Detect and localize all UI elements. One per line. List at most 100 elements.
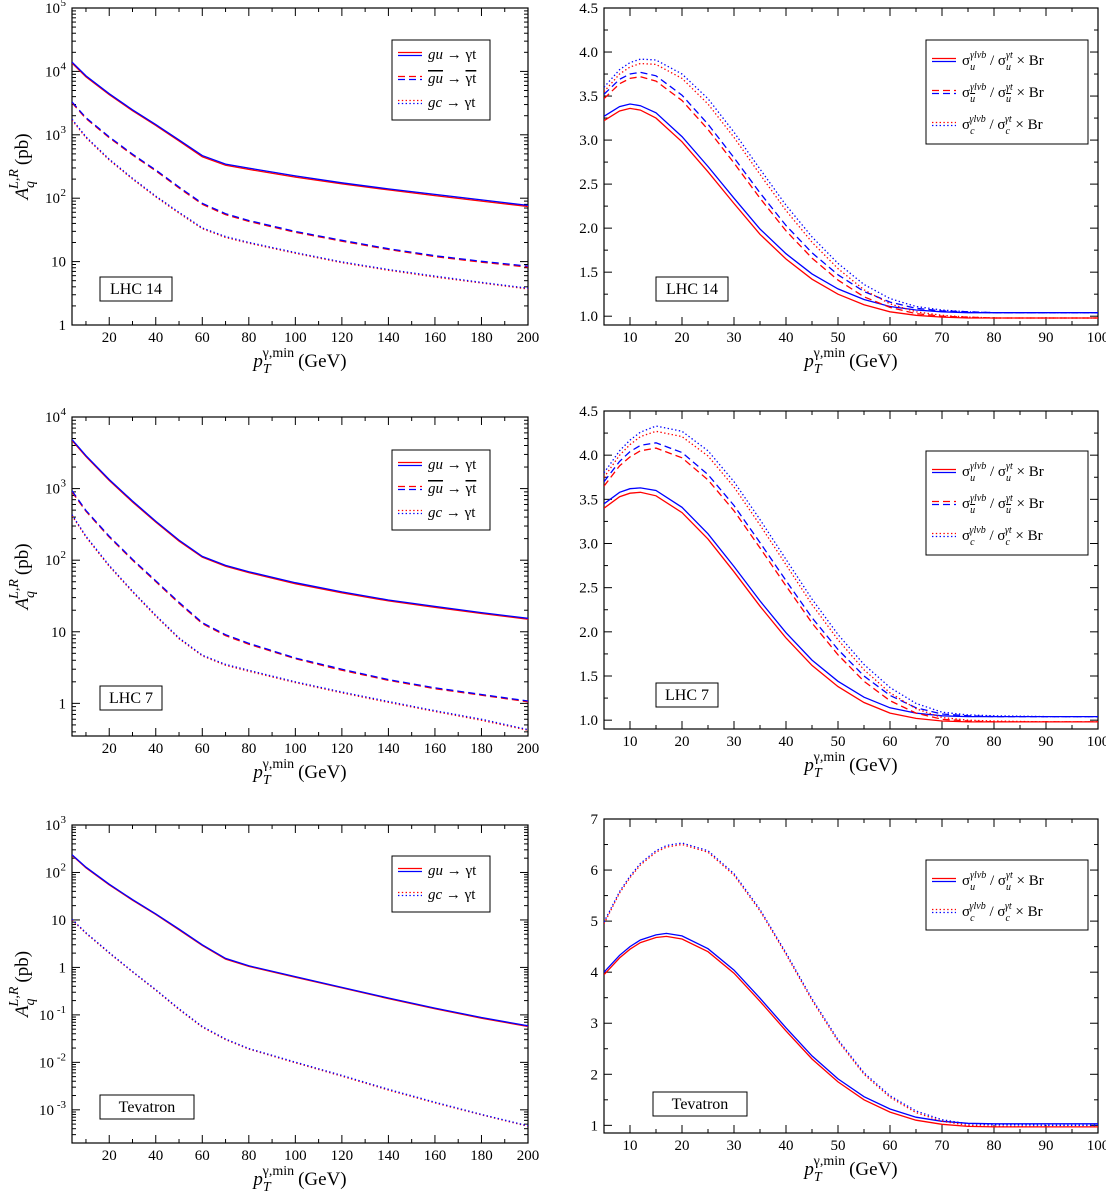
x-tick-label: 60 [195, 330, 210, 346]
y-tick-label: 3.5 [579, 89, 598, 105]
panel-tag: LHC 14 [666, 281, 718, 298]
x-tick-label: 180 [470, 330, 493, 346]
x-tick-label: 60 [883, 734, 898, 750]
legend-entry: gu → γt [428, 47, 477, 63]
y-tick-exponent: 3 [61, 814, 67, 826]
y-tick-label: 10 [45, 128, 60, 144]
x-tick-label: 20 [675, 1138, 690, 1154]
y-tick-label: 10 [51, 913, 66, 929]
x-tick-label: 50 [831, 734, 846, 750]
y-tick-exponent: -3 [57, 1099, 67, 1111]
x-tick-label: 90 [1039, 330, 1054, 346]
x-tick-label: 10 [623, 330, 638, 346]
y-tick-label: 4.5 [579, 404, 598, 420]
x-tick-label: 90 [1039, 734, 1054, 750]
y-tick-label: 1 [59, 960, 67, 976]
legend-entry: gu → γt [428, 481, 477, 497]
y-tick-label: 10 [51, 255, 66, 271]
x-tick-label: 30 [727, 1138, 742, 1154]
y-tick-exponent: 2 [61, 187, 67, 199]
x-tick-label: 10 [623, 734, 638, 750]
y-axis-label: AqL,R(pb) [7, 543, 38, 611]
x-tick-label: 180 [470, 741, 493, 757]
y-tick-label: 6 [591, 863, 599, 879]
x-axis-label: pTγ,min(GeV) [251, 757, 346, 788]
panel-tag: Tevatron [672, 1096, 729, 1113]
y-tick-exponent: -2 [57, 1051, 66, 1063]
y-tick-label: 2.0 [579, 221, 598, 237]
x-tick-label: 200 [517, 1148, 540, 1164]
x-tick-label: 40 [779, 734, 794, 750]
x-tick-label: 160 [424, 741, 447, 757]
x-tick-label: 120 [331, 1148, 354, 1164]
x-tick-label: 80 [987, 1138, 1002, 1154]
x-tick-label: 60 [883, 330, 898, 346]
y-tick-label: 2.5 [579, 177, 598, 193]
y-tick-label: 2.0 [579, 625, 598, 641]
x-tick-label: 70 [935, 1138, 950, 1154]
panel-tag: LHC 14 [110, 281, 162, 298]
y-tick-label: 10 [39, 1055, 54, 1071]
y-tick-label: 10 [39, 1008, 54, 1024]
y-tick-label: 2 [591, 1067, 599, 1083]
y-tick-label: 3 [591, 1016, 599, 1032]
y-tick-label: 1.5 [579, 669, 598, 685]
y-tick-label: 1 [59, 696, 67, 712]
x-tick-label: 30 [727, 330, 742, 346]
x-tick-label: 80 [987, 330, 1002, 346]
y-tick-label: 1.0 [579, 713, 598, 729]
x-tick-label: 70 [935, 330, 950, 346]
y-tick-label: 5 [591, 914, 599, 930]
x-tick-label: 20 [102, 1148, 117, 1164]
y-tick-label: 10 [45, 410, 60, 426]
x-tick-label: 40 [148, 1148, 163, 1164]
x-tick-label: 100 [284, 741, 307, 757]
y-tick-exponent: 2 [61, 549, 67, 561]
x-tick-label: 20 [675, 330, 690, 346]
y-tick-label: 10 [51, 625, 66, 641]
y-axis-label: AqL,R(pb) [7, 133, 38, 201]
series-line-dotted-red [72, 120, 528, 289]
y-tick-label: 10 [45, 1, 60, 17]
x-tick-label: 180 [470, 1148, 493, 1164]
x-axis-label: pTγ,min(GeV) [802, 750, 897, 781]
x-tick-label: 100 [284, 1148, 307, 1164]
x-tick-label: 160 [424, 1148, 447, 1164]
x-tick-label: 80 [987, 734, 1002, 750]
x-tick-label: 140 [377, 330, 400, 346]
x-tick-label: 40 [779, 330, 794, 346]
y-tick-label: 4.0 [579, 448, 598, 464]
y-tick-exponent: 2 [61, 861, 67, 873]
x-tick-label: 200 [517, 330, 540, 346]
y-tick-label: 10 [39, 1103, 54, 1119]
panel-tag: LHC 7 [109, 690, 153, 707]
x-tick-label: 200 [517, 741, 540, 757]
y-tick-label: 1 [591, 1118, 599, 1134]
legend-entry: gu → γt [428, 71, 477, 87]
x-tick-label: 50 [831, 1138, 846, 1154]
x-tick-label: 30 [727, 734, 742, 750]
legend-entry: gu → γt [428, 457, 477, 473]
y-tick-exponent: 3 [61, 124, 67, 136]
y-tick-label: 3.5 [579, 492, 598, 508]
y-tick-exponent: 3 [61, 478, 67, 490]
x-tick-label: 160 [424, 330, 447, 346]
x-tick-label: 70 [935, 734, 950, 750]
x-tick-label: 100 [1087, 734, 1106, 750]
x-tick-label: 120 [331, 741, 354, 757]
y-tick-exponent: 4 [61, 406, 67, 418]
y-tick-label: 10 [45, 64, 60, 80]
y-tick-label: 4 [591, 965, 599, 981]
x-tick-label: 80 [241, 1148, 256, 1164]
x-axis-label: pTγ,min(GeV) [802, 1154, 897, 1185]
x-tick-label: 100 [284, 330, 307, 346]
legend-entry: gc → γt [428, 95, 476, 111]
x-tick-label: 20 [102, 330, 117, 346]
y-tick-label: 2.5 [579, 581, 598, 597]
x-tick-label: 140 [377, 741, 400, 757]
x-axis-label: pTγ,min(GeV) [251, 1164, 346, 1193]
